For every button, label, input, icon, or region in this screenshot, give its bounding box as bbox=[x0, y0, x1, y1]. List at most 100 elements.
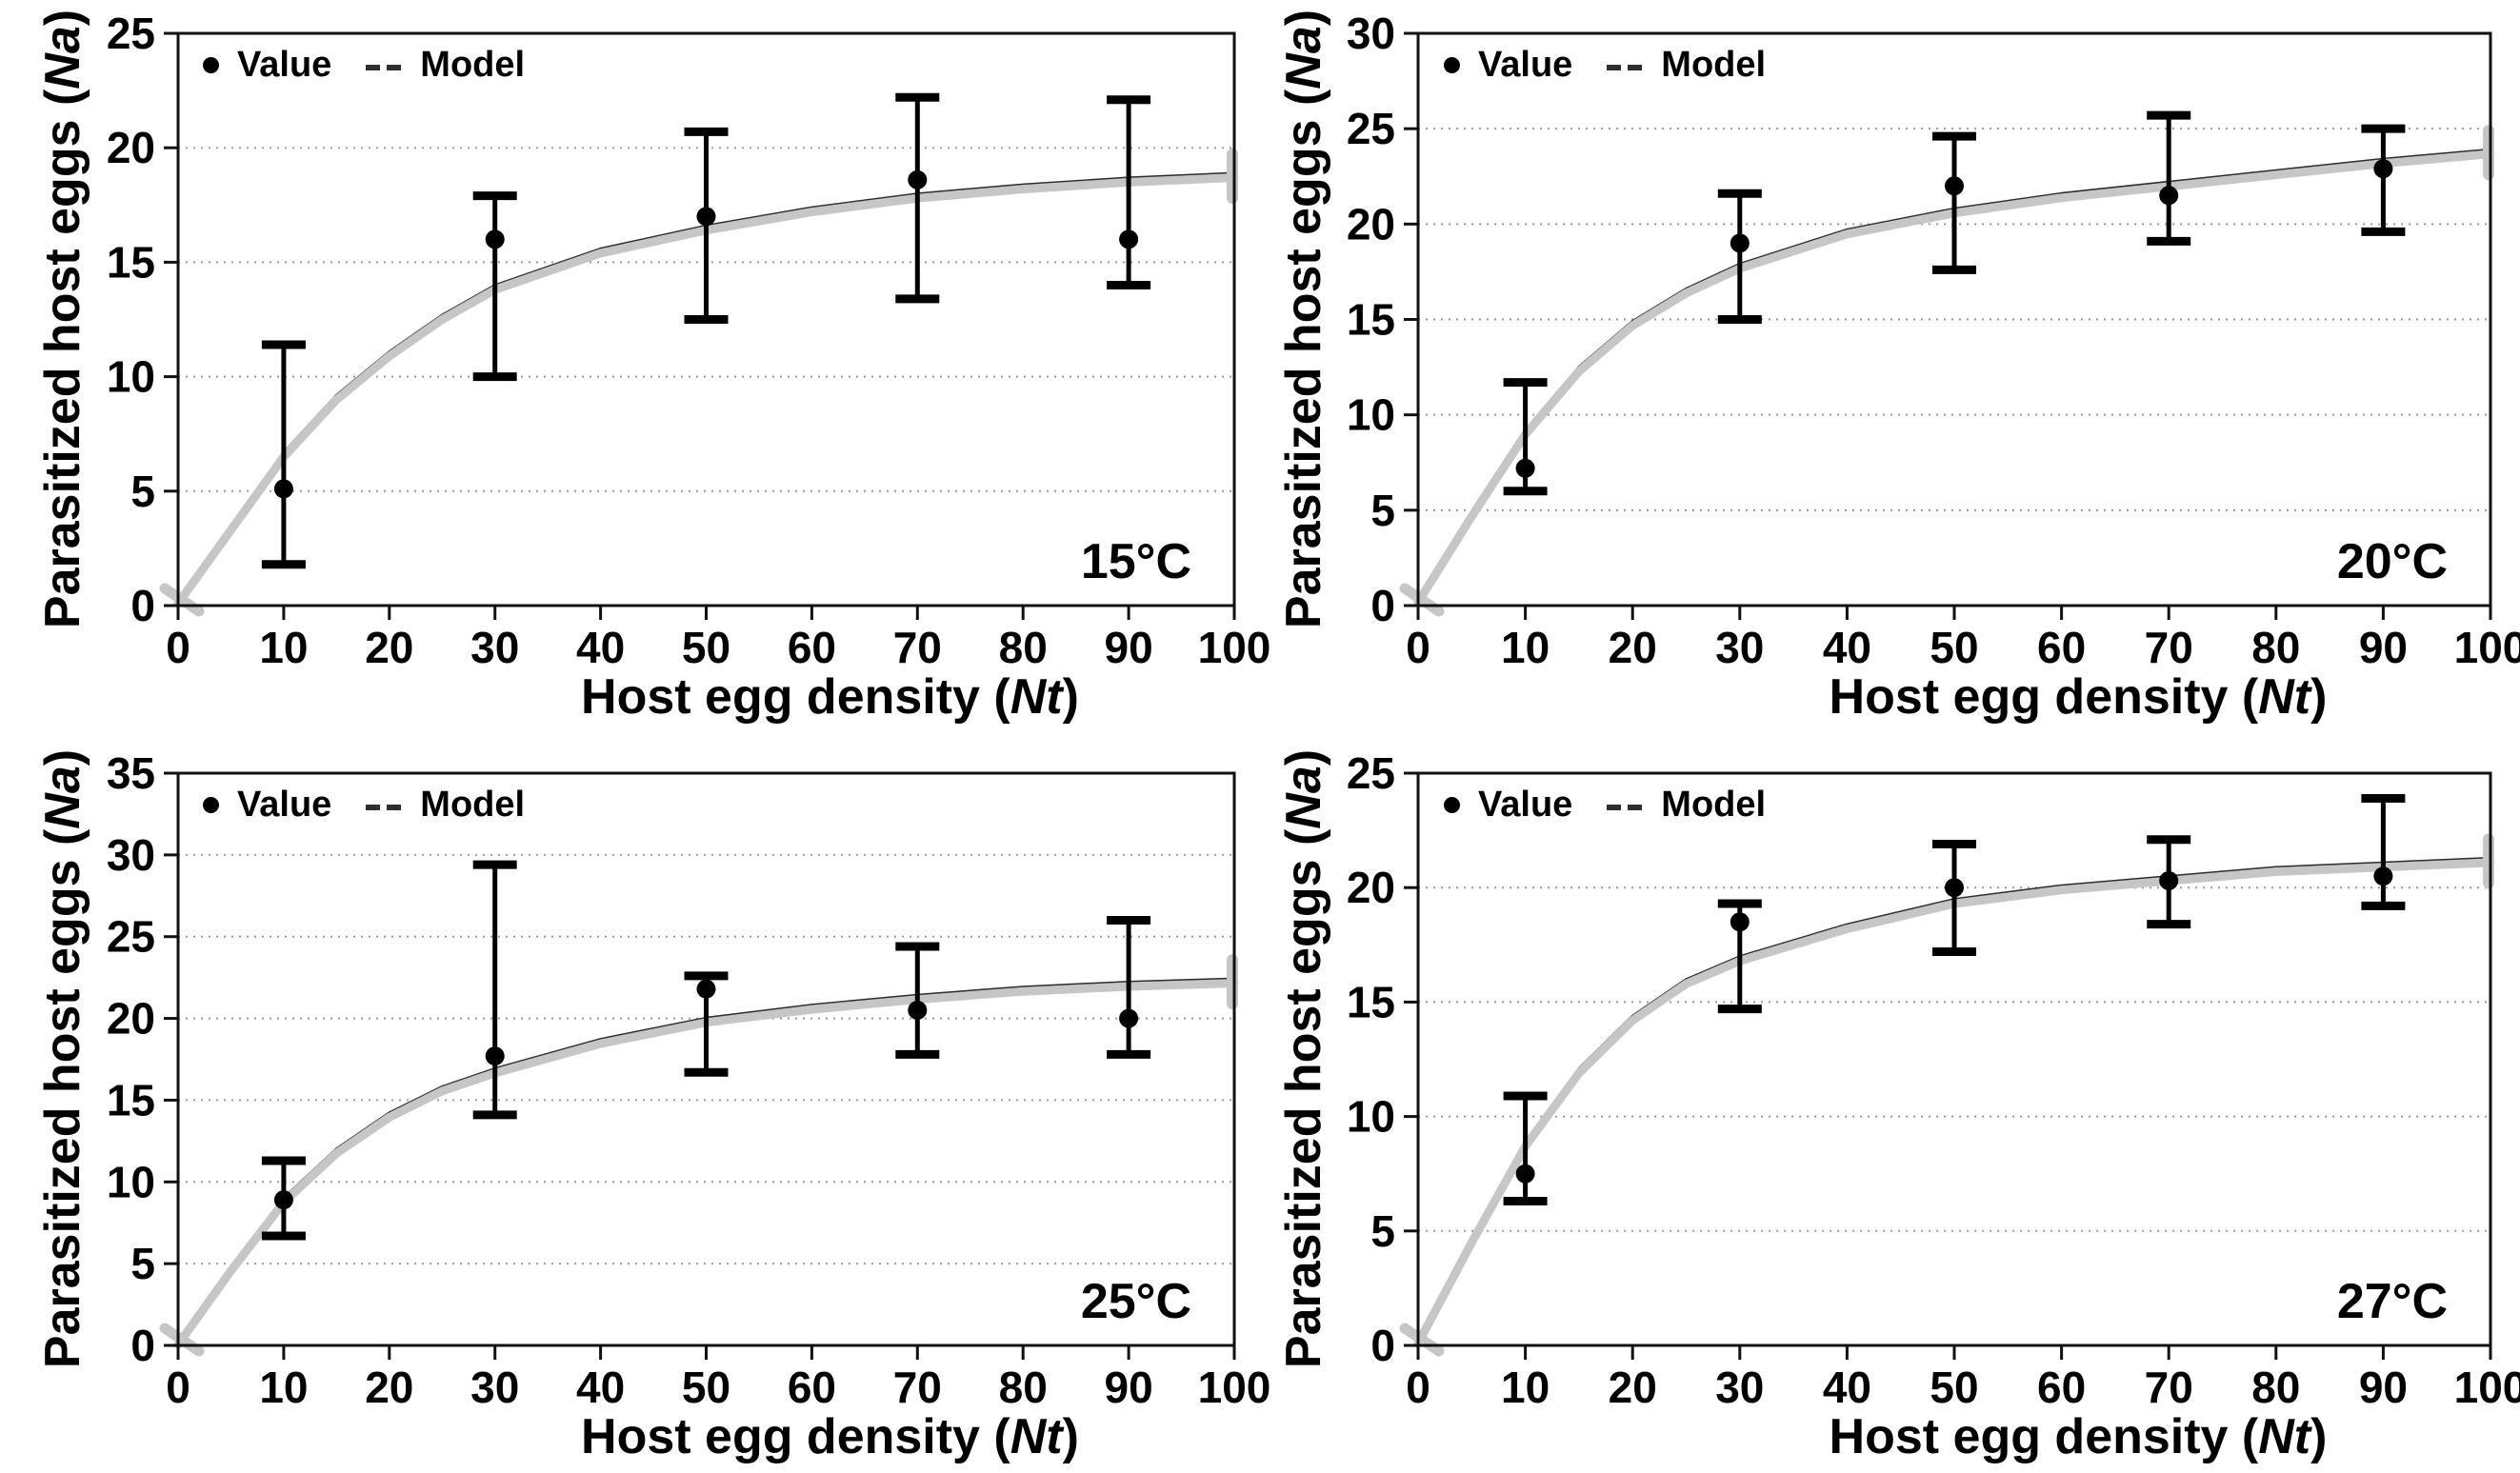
x-tick-label: 20 bbox=[365, 623, 413, 672]
data-point-x70 bbox=[2159, 186, 2179, 206]
x-tick-label: 90 bbox=[1105, 623, 1153, 672]
y-tick-label: 0 bbox=[1370, 1321, 1395, 1370]
data-point-x90 bbox=[1119, 229, 1139, 249]
y-tick-label: 0 bbox=[130, 581, 155, 630]
x-tick-label: 70 bbox=[2145, 1363, 2193, 1412]
error-bar-x70 bbox=[895, 942, 940, 1059]
y-tick-label: 10 bbox=[107, 1157, 155, 1206]
y-tick-label: 20 bbox=[1347, 199, 1395, 249]
x-tick-label: 10 bbox=[1501, 623, 1550, 672]
x-tick-label: 10 bbox=[259, 1363, 308, 1412]
x-tick-label: 30 bbox=[470, 623, 519, 672]
x-tick-label: 100 bbox=[1198, 1363, 1271, 1412]
x-tick-label: 100 bbox=[2454, 1363, 2520, 1412]
data-point-x30 bbox=[485, 229, 505, 249]
error-bar-x10 bbox=[1503, 1091, 1548, 1206]
y-tick-label: 0 bbox=[1370, 581, 1395, 630]
y-tick-label: 5 bbox=[130, 467, 155, 516]
x-tick-label: 50 bbox=[682, 1363, 730, 1412]
error-bar-x90 bbox=[1107, 916, 1151, 1059]
y-tick-label: 25 bbox=[1347, 748, 1395, 798]
data-point-x90 bbox=[1119, 1008, 1139, 1028]
x-tick-label: 40 bbox=[1823, 623, 1871, 672]
y-tick-label: 25 bbox=[107, 912, 155, 962]
x-tick-label: 10 bbox=[259, 623, 308, 672]
curve-start-nub bbox=[159, 1323, 205, 1357]
y-tick-label: 5 bbox=[1370, 486, 1395, 535]
x-tick-label: 60 bbox=[2037, 623, 2086, 672]
x-tick-label: 40 bbox=[576, 623, 625, 672]
y-tick-label: 25 bbox=[1347, 104, 1395, 153]
data-point-x10 bbox=[273, 1190, 293, 1210]
y-tick-label: 5 bbox=[130, 1239, 155, 1288]
data-point-x70 bbox=[908, 169, 928, 189]
y-tick-label: 10 bbox=[107, 352, 155, 402]
x-tick-label: 30 bbox=[1715, 623, 1764, 672]
y-tick-label: 10 bbox=[1347, 390, 1395, 440]
error-bar-x30 bbox=[472, 860, 517, 1120]
x-tick-label: 80 bbox=[999, 1363, 1048, 1412]
x-tick-label: 80 bbox=[2251, 623, 2300, 672]
y-tick-label: 5 bbox=[1370, 1206, 1395, 1256]
model-curve bbox=[1413, 858, 2495, 1348]
panel-25°C: 0 5 10 15 20 25 30 35 0 10 20 30 40 50 60 70 80 90 100 bbox=[107, 748, 1271, 1412]
x-tick-label: 50 bbox=[1930, 623, 1978, 672]
x-tick-label: 50 bbox=[682, 623, 730, 672]
x-tick-label: 100 bbox=[1198, 623, 1271, 672]
curve-start-nub bbox=[1399, 1323, 1445, 1357]
data-point-x10 bbox=[1515, 1164, 1535, 1184]
data-point-x70 bbox=[2159, 870, 2179, 890]
x-tick-label: 60 bbox=[788, 1363, 836, 1412]
model-curve bbox=[173, 173, 1239, 608]
error-bar-x30 bbox=[472, 191, 517, 382]
error-bar-x10 bbox=[261, 340, 306, 569]
error-bar-x30 bbox=[1717, 189, 1762, 324]
x-tick-label: 0 bbox=[1406, 1363, 1430, 1412]
error-bar-x50 bbox=[1932, 131, 1976, 274]
x-tick-label: 20 bbox=[1609, 1363, 1657, 1412]
curve-start-nub bbox=[159, 583, 205, 617]
data-point-x30 bbox=[1730, 233, 1750, 253]
curve-start-nub bbox=[1399, 583, 1445, 617]
data-point-x90 bbox=[2373, 866, 2393, 886]
x-tick-label: 30 bbox=[1715, 1363, 1764, 1412]
y-tick-label: 15 bbox=[107, 1075, 155, 1125]
data-point-x50 bbox=[1945, 176, 1964, 196]
data-point-x90 bbox=[2373, 159, 2393, 179]
error-bar-x70 bbox=[2147, 110, 2191, 246]
x-tick-label: 60 bbox=[2037, 1363, 2086, 1412]
data-point-x50 bbox=[696, 979, 716, 999]
y-tick-label: 30 bbox=[1347, 9, 1395, 58]
x-tick-label: 40 bbox=[1823, 1363, 1871, 1412]
y-tick-label: 30 bbox=[107, 830, 155, 880]
error-bar-x90 bbox=[1107, 95, 1151, 289]
data-point-x30 bbox=[1730, 912, 1750, 932]
y-tick-label: 0 bbox=[130, 1321, 155, 1370]
x-tick-label: 50 bbox=[1930, 1363, 1978, 1412]
error-bar-x90 bbox=[2361, 124, 2406, 236]
data-point-x50 bbox=[696, 207, 716, 227]
x-tick-label: 70 bbox=[893, 623, 942, 672]
panel-20°C: 0 5 10 15 20 25 30 0 10 20 30 40 50 60 70 80 90 100 bbox=[1347, 9, 2520, 672]
x-tick-label: 70 bbox=[893, 1363, 942, 1412]
x-tick-label: 0 bbox=[166, 623, 190, 672]
x-tick-label: 60 bbox=[788, 623, 836, 672]
panel-15°C: 0 5 10 15 20 25 0 10 20 30 40 50 60 70 80 90 100 bbox=[107, 9, 1271, 672]
x-tick-label: 100 bbox=[2454, 623, 2520, 672]
x-tick-label: 40 bbox=[576, 1363, 625, 1412]
x-tick-label: 30 bbox=[470, 1363, 519, 1412]
y-tick-label: 35 bbox=[107, 748, 155, 798]
x-tick-label: 20 bbox=[365, 1363, 413, 1412]
data-point-x10 bbox=[1515, 458, 1535, 478]
error-bar-x70 bbox=[895, 92, 940, 304]
y-tick-label: 20 bbox=[1347, 863, 1395, 912]
y-tick-label: 15 bbox=[1347, 295, 1395, 345]
data-point-x70 bbox=[908, 1000, 928, 1020]
y-tick-label: 20 bbox=[107, 123, 155, 172]
y-tick-label: 20 bbox=[107, 994, 155, 1044]
error-bar-x50 bbox=[1932, 840, 1976, 957]
x-tick-label: 0 bbox=[1406, 623, 1430, 672]
model-curve bbox=[1413, 149, 2495, 607]
data-point-x10 bbox=[273, 479, 293, 499]
